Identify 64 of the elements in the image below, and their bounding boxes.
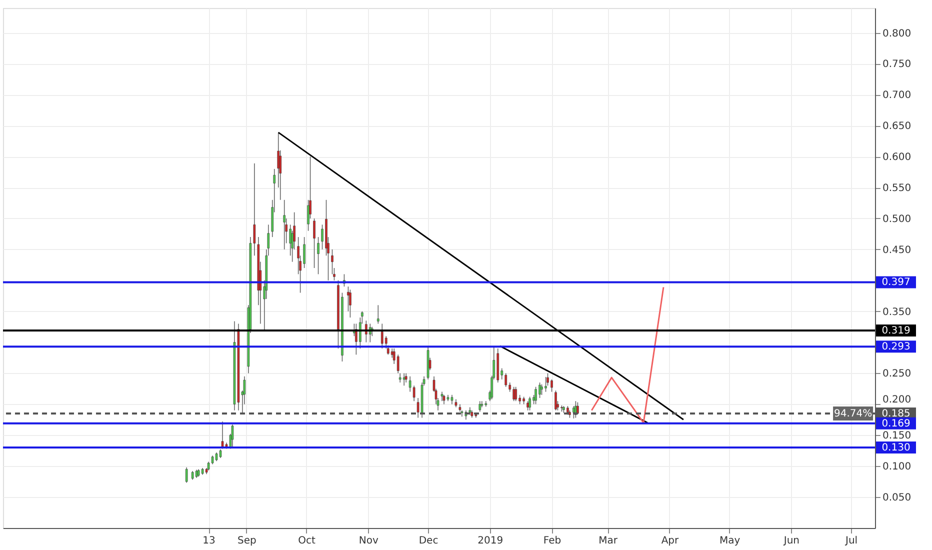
- candlestick: [504, 372, 507, 388]
- ref-line-label: 0.185: [882, 408, 910, 420]
- candlestick: [349, 289, 352, 318]
- ref-line-label: 0.319: [882, 326, 910, 337]
- candlestick: [478, 400, 482, 412]
- ref-line-label: 0.130: [882, 442, 910, 454]
- candlestick: [514, 386, 517, 402]
- x-tick-label: Feb: [543, 536, 562, 546]
- x-tick-label: Oct: [298, 536, 316, 546]
- x-tick-label: 2019: [478, 536, 504, 546]
- candlestick: [303, 236, 306, 268]
- y-tick-label: 0.800: [882, 28, 912, 40]
- x-tick-label: Jul: [844, 536, 858, 546]
- candlestick: [402, 372, 406, 386]
- x-tick-label: Mar: [598, 536, 618, 546]
- y-tick-label: 0.650: [882, 121, 912, 132]
- y-tick-label: 0.750: [882, 59, 912, 70]
- x-tick-label: 13: [202, 536, 216, 546]
- candlestick: [450, 394, 454, 405]
- ref-line-label: 0.169: [882, 418, 910, 430]
- y-tick-label: 0.050: [882, 492, 912, 504]
- y-tick-label: 0.600: [882, 152, 912, 164]
- x-tick-label: Apr: [661, 536, 680, 546]
- candlestick: [538, 382, 541, 398]
- x-tick-label: Sep: [238, 536, 256, 546]
- candlestick: [544, 376, 547, 392]
- line-series: [590, 286, 664, 424]
- candlestick: [317, 236, 320, 275]
- candlestick: [185, 466, 188, 484]
- annotation: 94.74%: [834, 408, 872, 420]
- ref-line-label: 0.397: [882, 277, 910, 288]
- y-tick-label: 0.150: [882, 430, 912, 442]
- y-tick-label: 0.250: [882, 368, 912, 380]
- candlestick: [398, 372, 402, 383]
- y-tick-label: 0.700: [882, 90, 912, 102]
- y-tick-label: 0.450: [882, 244, 912, 256]
- candlestick: [550, 379, 553, 392]
- x-tick-label: Jun: [782, 536, 800, 546]
- y-tick-label: 0.500: [882, 214, 912, 225]
- y-tick-label: 0.550: [882, 183, 912, 194]
- candlestick: [283, 200, 286, 250]
- candlestick: [221, 421, 224, 450]
- x-tick-label: Dec: [418, 536, 438, 546]
- y-tick-label: 0.350: [882, 306, 912, 318]
- candlestick: [528, 396, 531, 411]
- candlestick: [355, 323, 358, 356]
- candlestick: [480, 400, 484, 408]
- candlestick: [231, 424, 234, 448]
- candlestick: [396, 354, 400, 374]
- candlestick: [404, 372, 408, 383]
- y-tick-label: 0.200: [882, 394, 912, 406]
- candlestick: [380, 323, 384, 349]
- candlestick: [440, 391, 444, 402]
- candlestick: [376, 304, 380, 324]
- x-tick-label: Nov: [358, 536, 378, 546]
- candlestick: [554, 390, 557, 411]
- candlestick: [313, 218, 316, 268]
- candlestick: [526, 400, 529, 411]
- ref-line-label: 0.293: [882, 342, 910, 353]
- candlestick: [540, 384, 543, 396]
- candlestick: [442, 394, 446, 405]
- x-tick-label: May: [719, 536, 740, 546]
- y-tick-label: 0.100: [882, 462, 912, 473]
- candlestick: [534, 386, 537, 405]
